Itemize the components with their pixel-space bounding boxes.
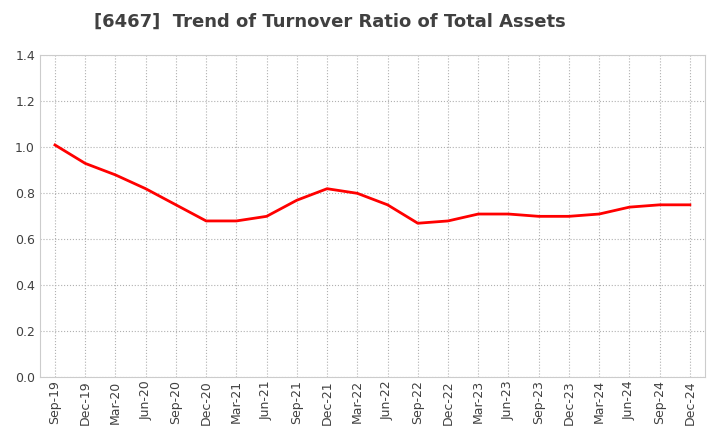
Text: [6467]  Trend of Turnover Ratio of Total Assets: [6467] Trend of Turnover Ratio of Total … <box>94 13 565 31</box>
